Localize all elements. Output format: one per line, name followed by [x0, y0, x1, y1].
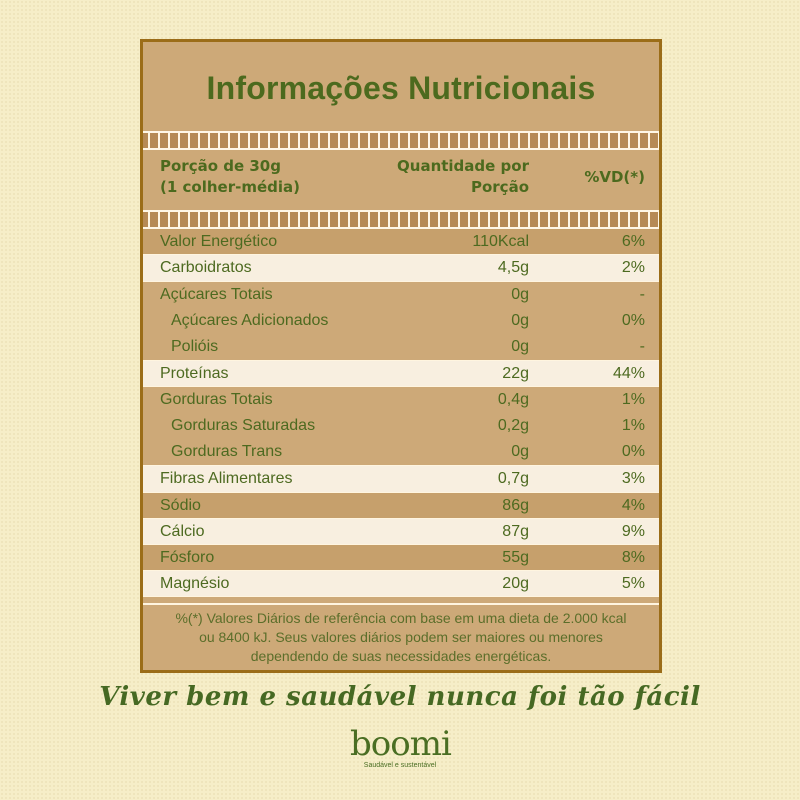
portion-line2: (1 colher-média): [160, 178, 300, 196]
nutrient-vd: -: [639, 286, 645, 303]
nutrient-vd: 44%: [612, 365, 645, 382]
portion-header: Porção de 30g (1 colher-média): [160, 156, 300, 198]
logo-wordmark: boomi: [350, 724, 452, 764]
table-row: Proteínas 22g 44%: [143, 361, 659, 387]
nutrient-name: Gorduras Saturadas: [171, 417, 316, 434]
nutrient-quantity: 55g: [502, 549, 529, 566]
nutrient-name: Açúcares Totais: [160, 286, 273, 303]
footnote-line1: %(*) Valores Diários de referência com b…: [175, 610, 627, 626]
nutrient-quantity: 20g: [502, 575, 529, 592]
quantity-line1: Quantidade por: [397, 157, 529, 175]
quantity-header: Quantidade por Porção: [353, 156, 529, 198]
nutrient-quantity: 0g: [511, 338, 529, 355]
table-row: Cálcio 87g 9%: [143, 519, 659, 545]
nutrient-name: Fósforo: [160, 549, 215, 566]
brand-logo: boomi Saudável e sustentável: [350, 724, 452, 786]
nutrient-quantity: 0,4g: [497, 391, 529, 408]
nutrient-name: Carboidratos: [160, 259, 252, 276]
panel-title: Informações Nutricionais: [206, 70, 596, 106]
nutrient-vd: 0%: [621, 443, 645, 460]
nutrient-quantity: 4,5g: [497, 259, 529, 276]
nutrient-vd: 3%: [621, 470, 645, 487]
logo-tagline: Saudável e sustentável: [363, 762, 437, 769]
nutrient-vd: -: [639, 338, 645, 355]
nutrient-quantity: 0,7g: [497, 470, 529, 487]
nutrient-name: Sódio: [160, 497, 201, 514]
footnote-line2: ou 8400 kJ. Seus valores diários podem s…: [199, 629, 603, 645]
table-row: Carboidratos 4,5g 2%: [143, 255, 659, 282]
table-row: Gorduras Saturadas 0,2g 1%: [143, 413, 659, 439]
table-row: Valor Energético 110Kcal 6%: [143, 229, 659, 255]
nutrient-name: Magnésio: [160, 575, 230, 592]
nutrient-quantity: 86g: [502, 497, 529, 514]
nutrient-name: Fibras Alimentares: [160, 470, 293, 487]
nutrient-vd: 8%: [621, 549, 645, 566]
nutrient-table: Valor Energético 110Kcal 6% Carboidratos…: [143, 229, 659, 597]
nutrient-quantity: 87g: [502, 523, 529, 540]
nutrient-quantity: 22g: [502, 365, 529, 382]
portion-line1: Porção de 30g: [160, 157, 281, 175]
table-row: Polióis 0g -: [143, 334, 659, 361]
table-row: Fósforo 55g 8%: [143, 545, 659, 571]
nutrient-vd: 9%: [621, 523, 645, 540]
nutrient-vd: 1%: [621, 417, 645, 434]
vd-header: %VD(*): [584, 168, 645, 186]
quantity-line2: Porção: [470, 178, 529, 196]
nutrient-name: Gorduras Trans: [171, 443, 283, 460]
table-row: Gorduras Trans 0g 0%: [143, 439, 659, 466]
nutrient-name: Gorduras Totais: [160, 391, 273, 408]
table-row: Gorduras Totais 0,4g 1%: [143, 387, 659, 413]
nutrient-vd: 5%: [621, 575, 645, 592]
nutrition-facts-panel: Informações Nutricionais Porção de 30g (…: [140, 39, 662, 673]
nutrient-quantity: 0,2g: [497, 417, 529, 434]
nutrient-quantity: 0g: [511, 286, 529, 303]
nutrient-name: Valor Energético: [160, 233, 278, 250]
table-row: Fibras Alimentares 0,7g 3%: [143, 466, 659, 493]
nutrient-vd: 2%: [621, 259, 645, 276]
table-row: Magnésio 20g 5%: [143, 571, 659, 597]
nutrient-name: Açúcares Adicionados: [171, 312, 329, 329]
table-row: Açúcares Totais 0g -: [143, 282, 659, 308]
nutrient-vd: 1%: [621, 391, 645, 408]
footnote-line3: dependendo de suas necessidades energéti…: [250, 648, 552, 664]
nutrient-vd: 0%: [621, 312, 645, 329]
nutrient-quantity: 110Kcal: [472, 233, 529, 250]
table-header: Porção de 30g (1 colher-média) Quantidad…: [143, 150, 659, 208]
slogan: Viver bem e saudável nunca foi tão fácil: [99, 682, 701, 712]
decorative-band-bottom: [143, 210, 659, 229]
nutrient-name: Proteínas: [160, 365, 229, 382]
nutrient-vd: 6%: [621, 233, 645, 250]
table-row: Açúcares Adicionados 0g 0%: [143, 308, 659, 334]
table-row: Sódio 86g 4%: [143, 493, 659, 519]
nutrient-quantity: 0g: [511, 312, 529, 329]
decorative-band-top: [143, 131, 659, 150]
nutrient-name: Cálcio: [160, 523, 205, 540]
footnote: %(*) Valores Diários de referência com b…: [143, 603, 659, 670]
nutrient-quantity: 0g: [511, 443, 529, 460]
nutrient-name: Polióis: [171, 338, 219, 355]
nutrient-vd: 4%: [621, 497, 645, 514]
